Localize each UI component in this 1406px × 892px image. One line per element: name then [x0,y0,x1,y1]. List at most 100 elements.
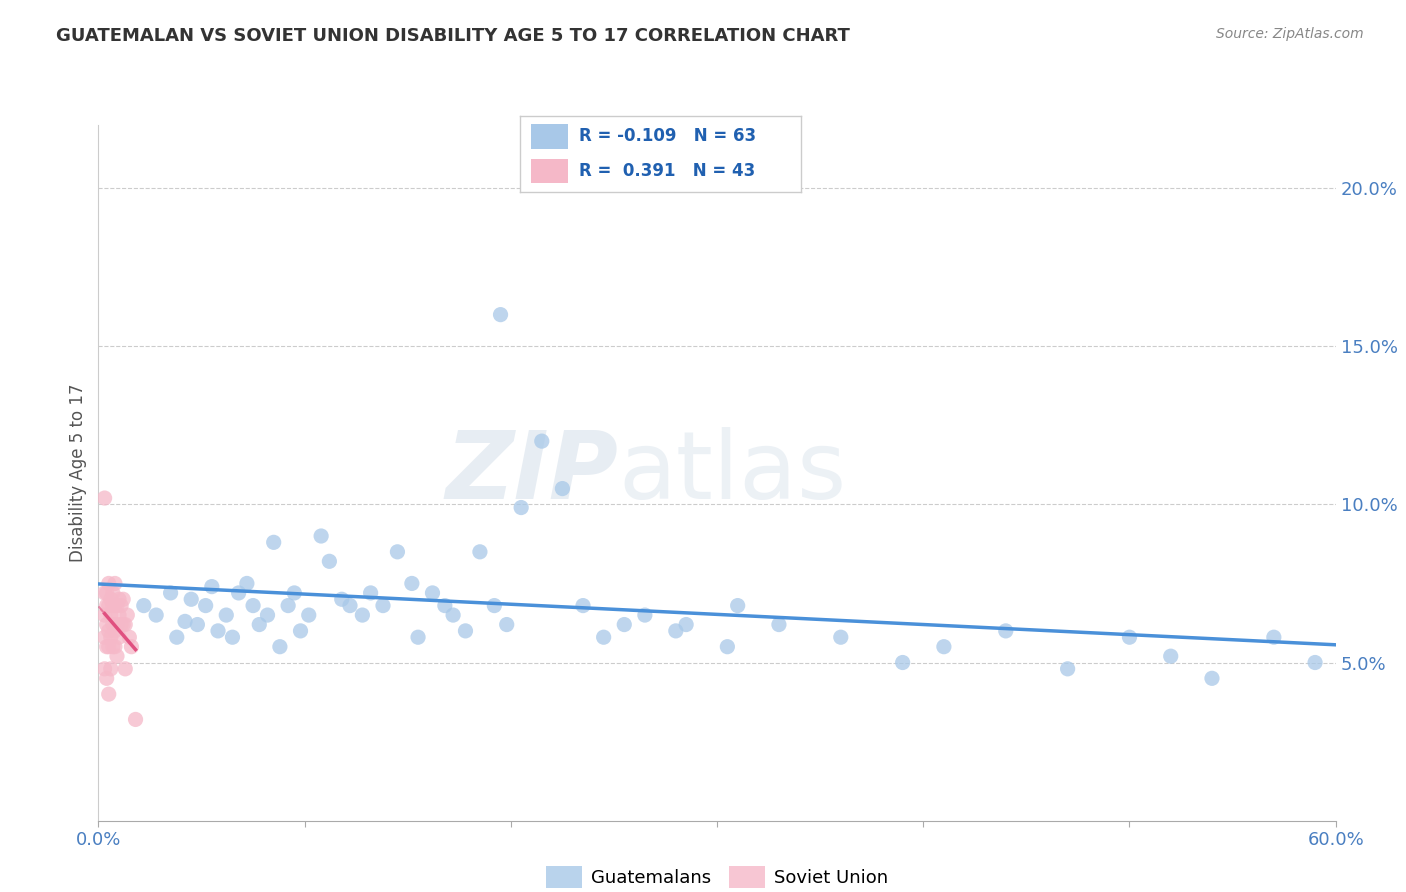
Point [97,687,120,701]
Point [572,599,595,613]
Point [108,630,131,644]
Point [104,640,127,654]
Point [387,545,409,559]
Point [100,592,122,607]
Point [104,624,127,638]
Point [96,586,118,600]
Bar [531,124,568,149]
Text: Source: ZipAtlas.com: Source: ZipAtlas.com [1216,27,1364,41]
Point [201,580,224,594]
Point [108,608,131,623]
Point [484,599,506,613]
Point [96,617,118,632]
Point [716,640,738,654]
Point [174,615,197,629]
Point [101,586,124,600]
Point [830,630,852,644]
Point [100,662,122,676]
Point [360,586,382,600]
Point [318,554,340,568]
Point [105,617,128,632]
Point [112,592,135,607]
Point [114,662,136,676]
Text: R =  0.391   N = 43: R = 0.391 N = 43 [579,162,755,180]
Point [290,624,312,638]
Point [675,617,697,632]
Point [132,599,155,613]
Point [207,624,229,638]
Legend: Guatemalans, Soviet Union: Guatemalans, Soviet Union [538,859,896,892]
Point [96,671,118,685]
Point [339,599,361,613]
Point [110,617,132,632]
Point [283,586,305,600]
Point [613,617,636,632]
Point [330,592,353,607]
Point [269,640,291,654]
Point [551,482,574,496]
Text: GUATEMALAN VS SOVIET UNION DISABILITY AGE 5 TO 17 CORRELATION CHART: GUATEMALAN VS SOVIET UNION DISABILITY AG… [56,27,851,45]
Point [120,640,142,654]
Point [406,630,429,644]
Point [352,608,374,623]
Point [994,624,1017,638]
Point [298,608,321,623]
Point [112,617,135,632]
Point [727,599,749,613]
Point [100,608,122,623]
Point [93,586,115,600]
Point [215,608,238,623]
Point [93,491,115,505]
Point [97,599,120,613]
Point [97,624,120,638]
Point [1160,649,1182,664]
Point [104,576,127,591]
Point [371,599,394,613]
Point [530,434,553,449]
Text: atlas: atlas [619,426,846,519]
Point [159,586,181,600]
Point [489,308,512,322]
Point [433,599,456,613]
Point [108,592,131,607]
Point [180,592,202,607]
Point [454,624,477,638]
Point [96,599,118,613]
Point [309,529,332,543]
Point [228,586,250,600]
Point [96,640,118,654]
Point [186,617,208,632]
Point [93,630,115,644]
Point [634,608,657,623]
Point [665,624,688,638]
Point [468,545,491,559]
Point [1263,630,1285,644]
Point [221,630,243,644]
Point [495,617,517,632]
Point [101,617,124,632]
Point [277,599,299,613]
Point [401,576,423,591]
Point [105,649,128,664]
Point [101,640,124,654]
Point [242,599,264,613]
Point [101,599,124,613]
Point [1303,656,1326,670]
Point [166,630,188,644]
Y-axis label: Disability Age 5 to 17: Disability Age 5 to 17 [69,384,87,562]
Point [1201,671,1223,685]
Point [104,599,127,613]
Point [1118,630,1140,644]
Point [263,535,285,549]
Point [93,662,115,676]
Point [124,713,146,727]
Point [592,630,614,644]
Point [105,599,128,613]
Point [97,576,120,591]
Text: ZIP: ZIP [446,426,619,519]
Point [441,608,464,623]
Point [97,640,120,654]
Point [932,640,955,654]
Bar [531,159,568,184]
Point [422,586,444,600]
